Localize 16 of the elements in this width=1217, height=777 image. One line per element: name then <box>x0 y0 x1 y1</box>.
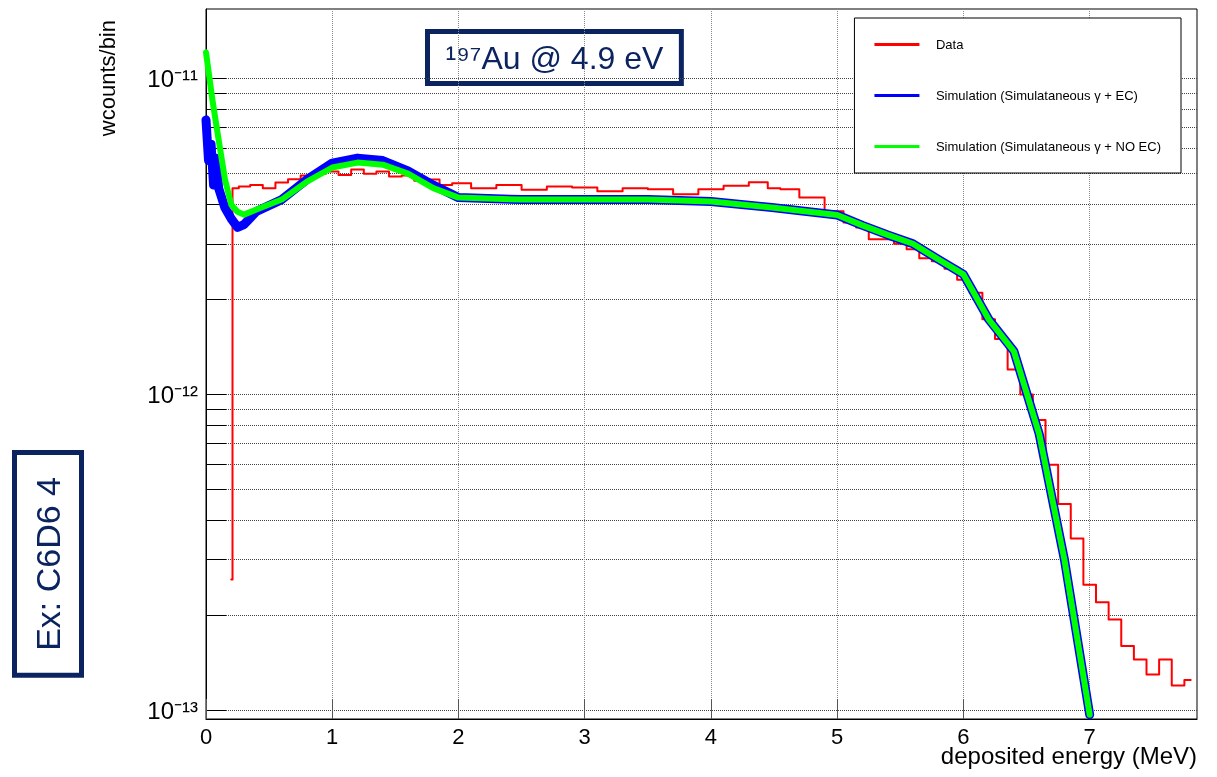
x-tick-label: 2 <box>452 723 465 749</box>
legend-label: Simulation (Simulataneous γ + NO EC) <box>935 139 1161 154</box>
legend-label: Data <box>935 37 965 52</box>
legend-label: Simulation (Simulataneous γ + EC) <box>935 88 1138 103</box>
annotation: ¹⁹⁷Au @ 4.9 eV <box>445 39 665 76</box>
y-tick-label: 10⁻¹³ <box>147 697 198 725</box>
y-tick-label: 10⁻¹² <box>147 381 198 409</box>
x-tick-label: 7 <box>1083 723 1096 749</box>
x-tick-label: 5 <box>831 723 844 749</box>
x-tick-label: 3 <box>578 723 591 749</box>
x-tick-label: 1 <box>326 723 339 749</box>
x-tick-label: 0 <box>199 723 213 749</box>
y-tick-label: 10⁻¹¹ <box>147 65 198 93</box>
x-tick-label: 4 <box>704 723 718 749</box>
text: Ex: C6D6 4 <box>29 476 67 651</box>
y-axis-title: wcounts/bin <box>94 20 120 138</box>
